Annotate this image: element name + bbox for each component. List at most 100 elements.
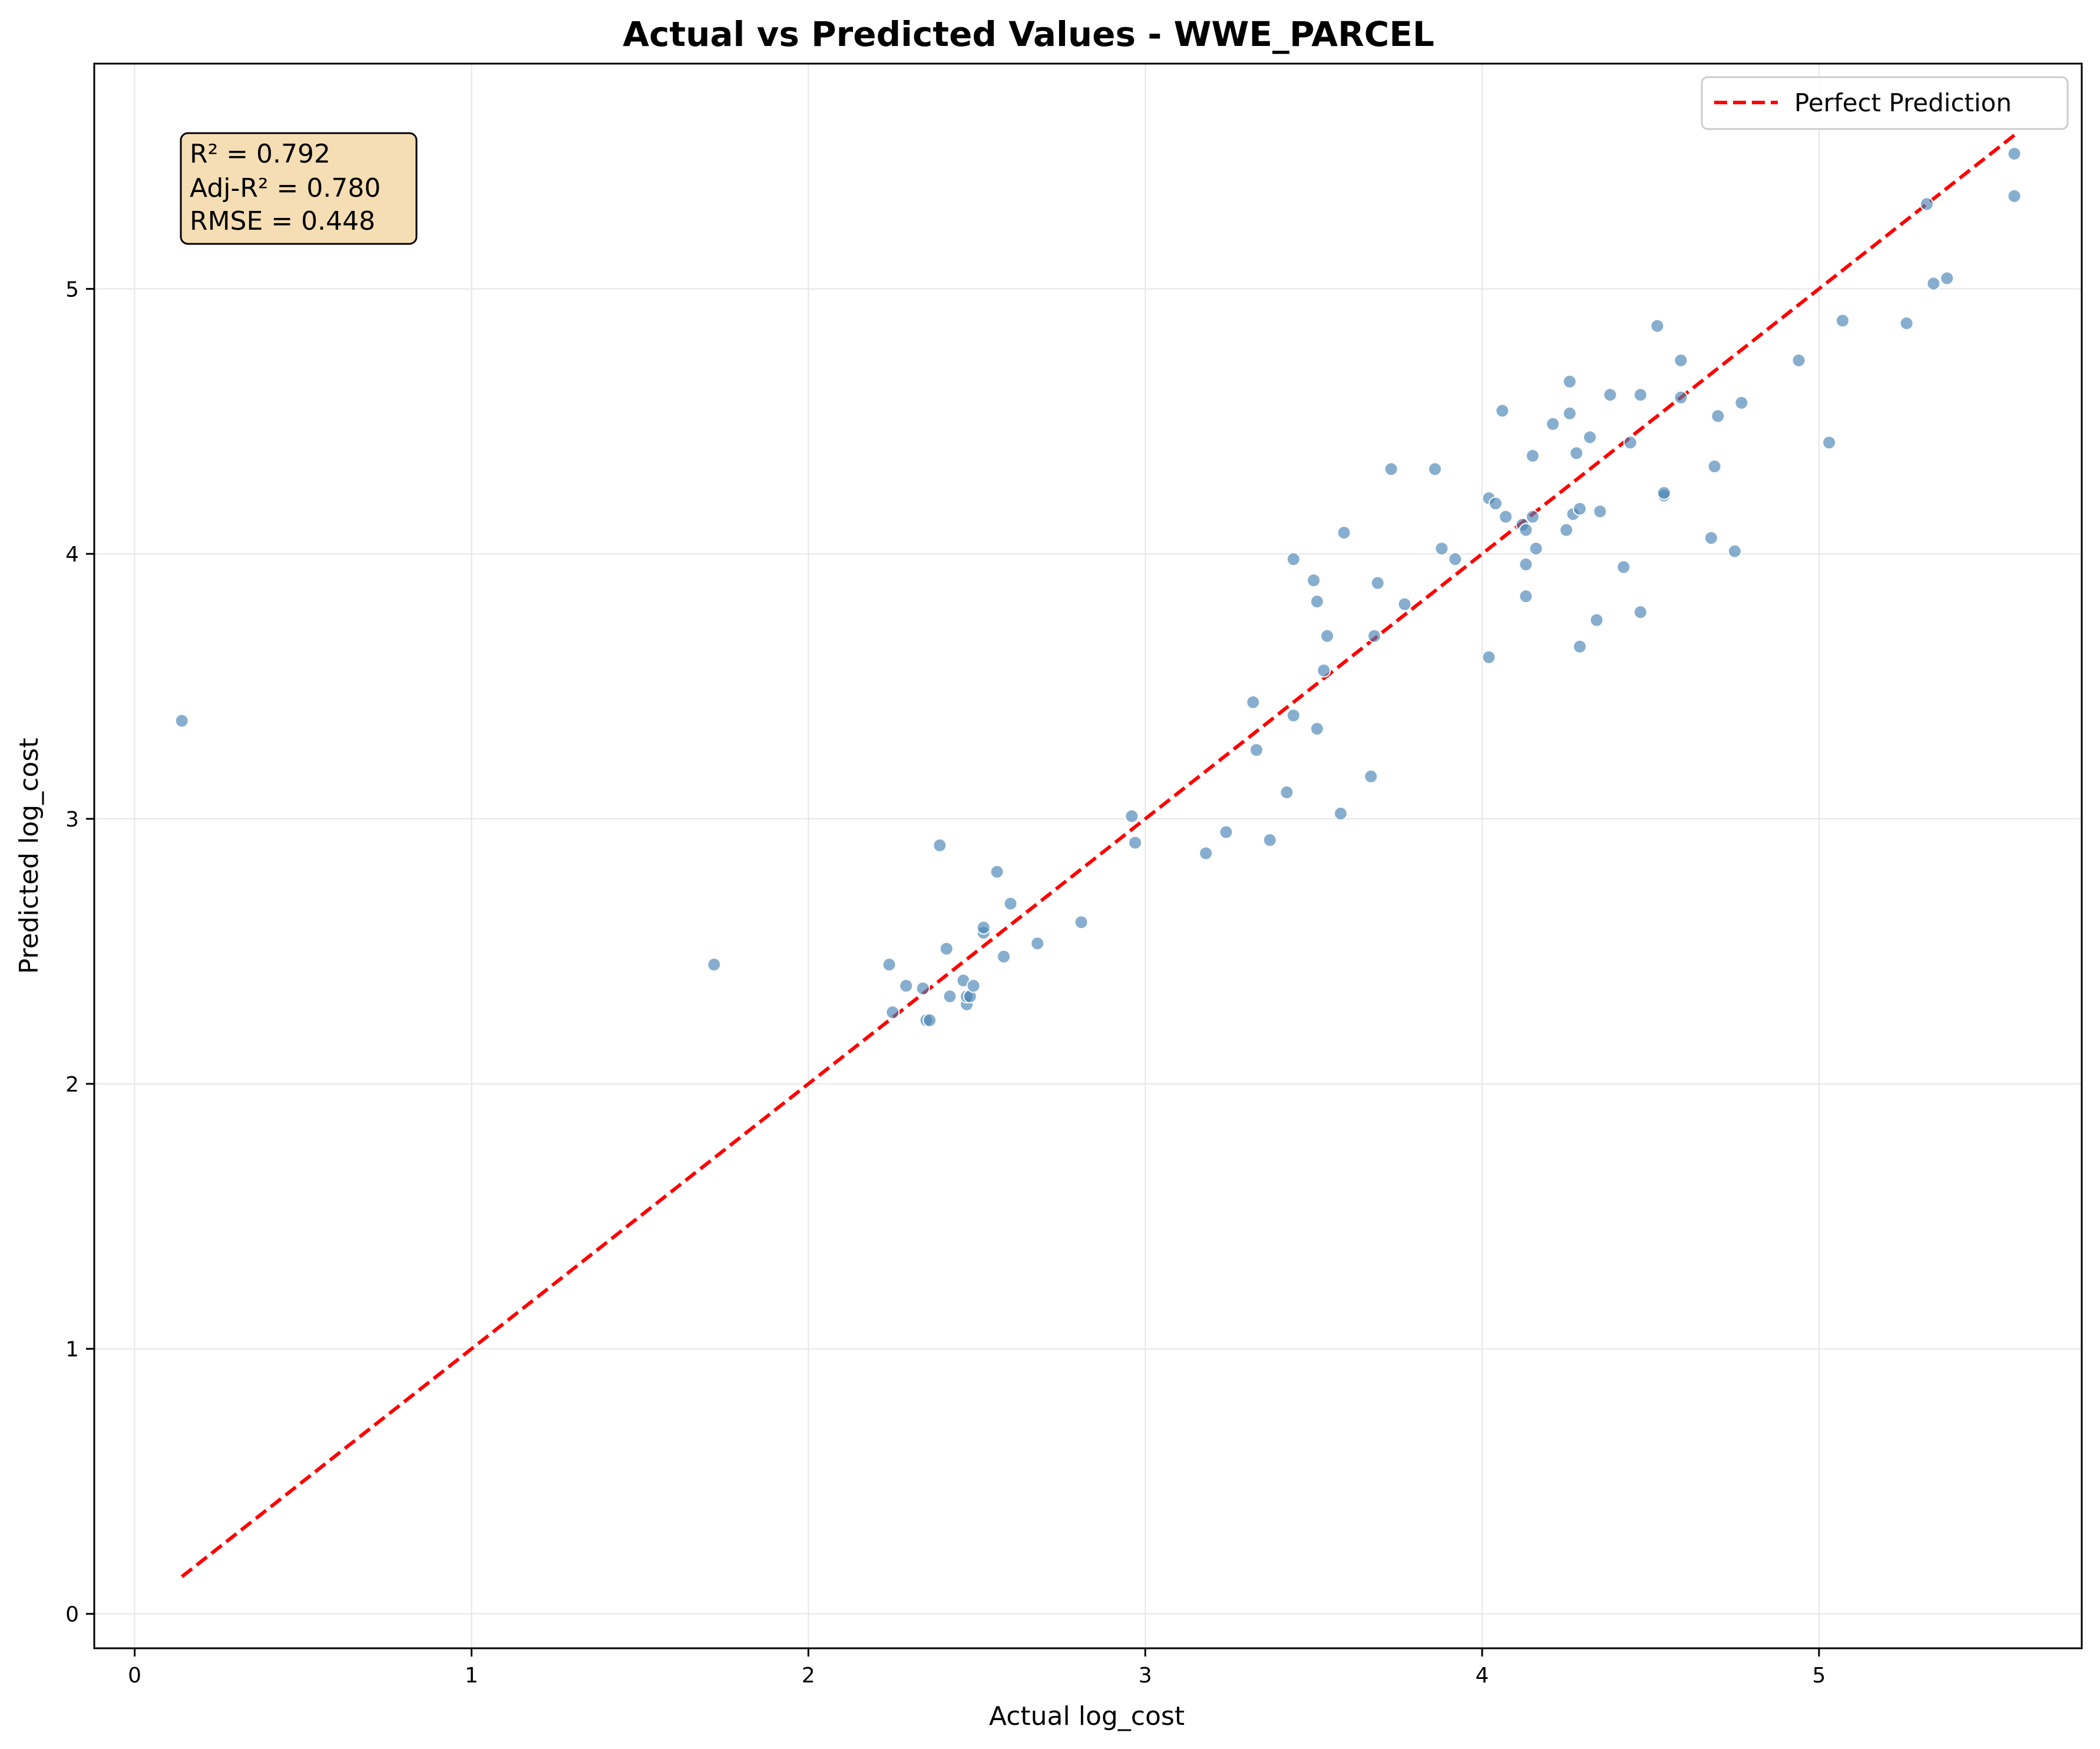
data-point (1519, 557, 1533, 572)
data-point (1546, 416, 1560, 431)
data-point (1307, 573, 1321, 588)
data-point (1734, 395, 1749, 410)
data-point (885, 1005, 900, 1020)
data-point (882, 957, 897, 972)
data-point (1569, 446, 1584, 461)
data-point (1835, 313, 1850, 328)
data-point (1074, 915, 1089, 930)
stats-rmse: RMSE = 0.448 (190, 206, 375, 236)
data-point (1562, 374, 1577, 389)
data-point (990, 864, 1004, 879)
data-point (1656, 485, 1671, 500)
y-tick-label: 3 (65, 808, 79, 832)
data-point (1428, 462, 1443, 477)
data-point (1286, 552, 1301, 567)
data-point (1525, 510, 1540, 524)
data-point (2007, 189, 2022, 203)
data-point (1030, 936, 1045, 951)
data-point (939, 941, 954, 956)
data-point (174, 713, 189, 728)
data-point (1603, 388, 1618, 402)
y-axis-label: Predicted log_cost (14, 738, 44, 974)
stats-box-background (180, 132, 418, 245)
data-point (1499, 510, 1513, 524)
x-tick-label: 5 (1812, 1664, 1825, 1688)
data-point (1519, 523, 1533, 537)
data-point (1704, 531, 1718, 545)
data-point (1562, 406, 1577, 421)
legend: Perfect Prediction (1701, 76, 2069, 130)
data-point (1674, 353, 1688, 368)
data-point (1434, 541, 1449, 556)
x-tick-label: 1 (465, 1664, 478, 1688)
data-point (976, 920, 991, 935)
data-point (707, 957, 722, 972)
grid-lines (94, 64, 2082, 1648)
data-point (1519, 589, 1533, 604)
data-points (174, 146, 2022, 1027)
legend-box (1701, 76, 2069, 130)
data-point (1711, 409, 1725, 424)
data-point (966, 978, 981, 993)
data-point (1616, 560, 1631, 574)
plot-frame (93, 62, 2083, 1649)
data-point (1003, 896, 1018, 911)
data-point (1559, 523, 1574, 537)
data-point (1727, 544, 1742, 558)
reference-line-layer (180, 134, 2016, 1578)
data-point (1822, 435, 1837, 450)
data-point (1128, 835, 1143, 850)
x-tick-label: 0 (128, 1664, 141, 1688)
data-point (915, 981, 930, 996)
data-point (1262, 833, 1277, 848)
data-point (1940, 271, 1955, 286)
data-point (2007, 146, 2022, 161)
data-point (1674, 390, 1688, 405)
data-point (1488, 496, 1503, 511)
stats-adj-r2: Adj-R² = 0.780 (190, 173, 381, 203)
data-point (1125, 809, 1139, 824)
data-point (1286, 708, 1301, 723)
data-point (1926, 276, 1941, 291)
y-axis-ticks: 0 1 2 3 4 5 (65, 277, 94, 1627)
legend-label-perfect-prediction: Perfect Prediction (1794, 88, 2012, 117)
data-point (899, 978, 914, 993)
data-point (922, 1013, 937, 1027)
data-point (1572, 639, 1587, 654)
data-point (1384, 462, 1398, 477)
data-point (1320, 629, 1335, 643)
data-point (1899, 316, 1914, 330)
data-point (1397, 597, 1412, 611)
x-tick-label: 4 (1476, 1664, 1489, 1688)
data-point (1249, 743, 1264, 758)
data-point (1529, 541, 1543, 556)
data-point (1525, 448, 1540, 463)
data-point (1495, 404, 1510, 418)
data-point (1219, 825, 1233, 839)
data-point (1333, 806, 1348, 821)
stats-r2: R² = 0.792 (190, 139, 330, 169)
data-point (1650, 319, 1665, 333)
data-point (1481, 650, 1496, 664)
data-point (942, 989, 957, 1004)
data-point (1572, 501, 1587, 516)
data-point (1583, 430, 1598, 445)
data-point (1364, 769, 1378, 784)
chart-title: Actual vs Predicted Values - WWE_PARCEL (623, 14, 1434, 54)
data-point (1279, 785, 1294, 800)
y-tick-label: 4 (65, 543, 79, 567)
data-point (1623, 435, 1638, 450)
data-point (1370, 576, 1385, 590)
y-tick-label: 2 (65, 1073, 79, 1097)
perfect-prediction-line (180, 134, 2016, 1578)
x-axis-ticks: 0 1 2 3 4 5 (128, 1648, 1825, 1688)
data-point (1707, 459, 1722, 474)
y-tick-label: 1 (65, 1338, 79, 1362)
data-point (1633, 605, 1648, 620)
data-point (1589, 613, 1604, 627)
data-point (1317, 663, 1331, 678)
data-point (997, 949, 1011, 964)
y-tick-label: 5 (65, 277, 79, 302)
x-tick-label: 2 (802, 1664, 815, 1688)
